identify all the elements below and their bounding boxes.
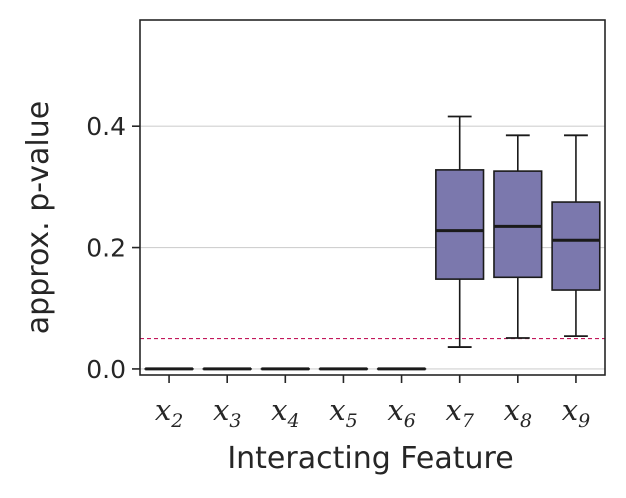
box-x8: [493, 134, 543, 339]
y-tick-label: 0.4: [86, 112, 126, 141]
iqr-box: [435, 169, 485, 280]
iqr-box: [493, 170, 543, 279]
x-tick-label: x7: [445, 393, 474, 432]
y-tick-label: 0.2: [86, 234, 126, 263]
x-tick-label: x2: [155, 393, 183, 432]
plot-frame: [139, 19, 606, 376]
x-tick-label: x4: [271, 393, 299, 432]
box-x7: [435, 115, 485, 348]
x-axis-ticks: x2 x3 x4 x5 x6 x7 x8 x9: [155, 375, 590, 432]
x-tick-label: x9: [562, 393, 590, 432]
iqr-box: [551, 201, 601, 291]
x-tick-label: x6: [387, 393, 415, 432]
x-axis-label: Interacting Feature: [227, 441, 513, 476]
boxes: [144, 115, 601, 371]
box-x9: [551, 134, 601, 338]
x-tick-label: x8: [504, 393, 532, 432]
x-tick-label: x3: [213, 393, 241, 432]
x-tick-label: x5: [329, 393, 357, 432]
y-axis-label: approx. p-value: [21, 101, 56, 334]
y-tick-label: 0.0: [86, 355, 126, 384]
y-axis-ticks: 0.0 0.2 0.4: [86, 112, 140, 384]
